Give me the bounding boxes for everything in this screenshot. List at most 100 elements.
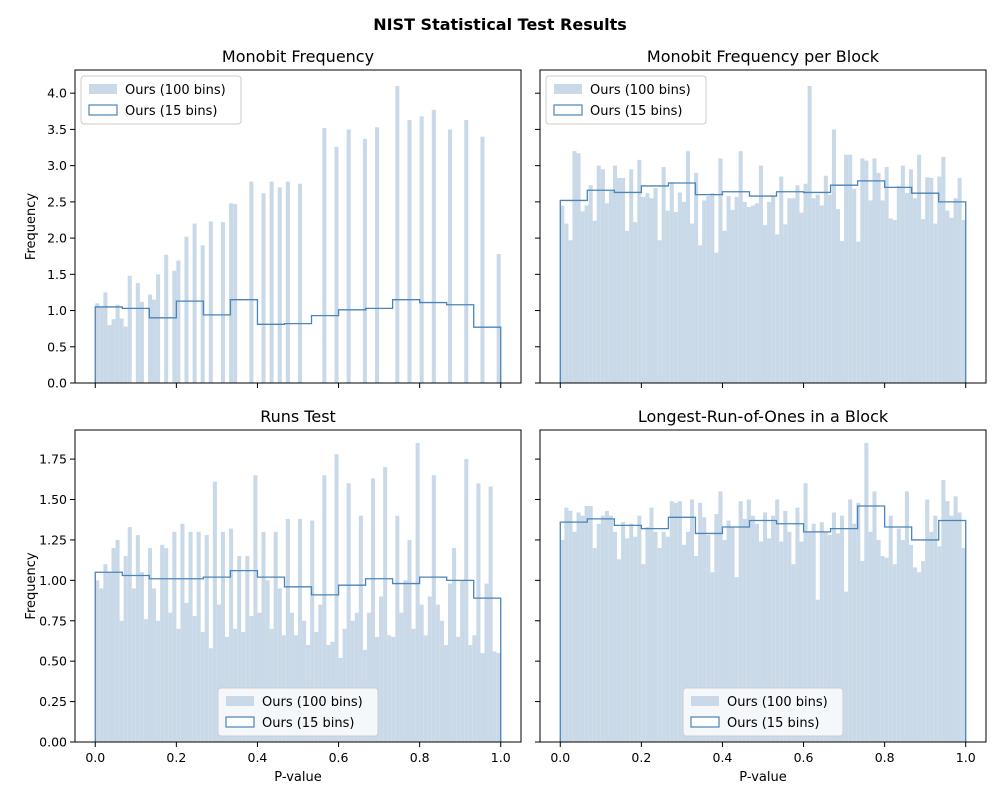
histogram-bar [771, 196, 776, 383]
y-tick-label: 0.5 [47, 339, 67, 354]
histogram-bar [746, 499, 751, 742]
histogram-bar [787, 531, 792, 742]
legend: Ours (100 bins) Ours (15 bins) [545, 75, 707, 125]
histogram-bar [604, 203, 609, 383]
legend-label-100-bins: Ours (100 bins) [262, 695, 363, 710]
histogram-bar [937, 176, 942, 383]
legend-swatch-15-bins [690, 716, 720, 728]
histogram-bar [253, 475, 258, 742]
histogram-bar [900, 539, 905, 742]
axes-frame [539, 429, 987, 743]
histogram-bar [791, 564, 796, 742]
subplot-title: Monobit Frequency [222, 47, 374, 66]
histogram-bar [754, 203, 759, 383]
histogram-bar [633, 536, 638, 742]
histogram-bar [775, 499, 780, 742]
histogram-bar [584, 205, 589, 383]
histogram-bar [844, 591, 849, 742]
histogram-bar [677, 192, 682, 383]
y-tick-label: 3.5 [47, 122, 67, 137]
legend-label-100-bins: Ours (100 bins) [590, 83, 691, 98]
histogram-bar [241, 632, 246, 742]
legend-swatch-100-bins [691, 696, 719, 706]
axes-frame [74, 69, 522, 384]
histogram-bar [492, 651, 497, 742]
histogram-bar [233, 628, 238, 742]
histogram-bar [111, 548, 116, 742]
x-tick-label: 1.0 [491, 750, 511, 765]
histogram-bar [629, 169, 634, 383]
histogram-bar [827, 194, 832, 383]
subplot-grid: 0.0 0.5 1.0 1.5 2.0 2.5 3.0 3.5 4.0 Monobit Frequ… [24, 47, 987, 785]
histogram-bar [787, 198, 792, 383]
histogram-bar [702, 200, 707, 383]
histogram-bar [568, 510, 573, 742]
histogram-bar [746, 206, 751, 383]
histogram-bar [807, 85, 812, 383]
histogram-bar [176, 628, 181, 742]
histogram-bar [123, 556, 128, 742]
histogram-bar [673, 502, 678, 742]
x-tick-label: 0.4 [248, 750, 268, 765]
histogram-bar [568, 240, 573, 383]
plot-area [94, 85, 502, 383]
histogram-bar [435, 604, 440, 742]
histogram-bar [892, 564, 897, 742]
histogram-bar [681, 201, 686, 383]
histogram-bar [588, 505, 593, 742]
legend: Ours (100 bins) Ours (15 bins) [217, 687, 379, 737]
histogram-bar [277, 588, 282, 742]
y-tick-label: 1.25 [39, 532, 67, 547]
histogram-bar [395, 85, 400, 383]
histogram-bar [791, 198, 796, 383]
histogram-bar [803, 183, 808, 383]
y-tick-label: 0.50 [39, 654, 67, 669]
histogram-bar [945, 210, 950, 383]
histogram-bar [204, 535, 209, 742]
y-tick-label: 1.5 [47, 267, 67, 282]
histogram-bar [799, 541, 804, 742]
histogram-bar [576, 512, 581, 742]
legend: Ours (100 bins) Ours (15 bins) [682, 687, 844, 737]
legend-swatch-15-bins [553, 104, 583, 116]
histogram-bar [702, 517, 707, 742]
histogram-bar [103, 564, 108, 742]
histogram-bar [245, 556, 250, 742]
histogram-bar [698, 245, 703, 383]
histogram-bar [115, 539, 120, 742]
histogram-bar [763, 225, 768, 383]
histogram-bar [888, 218, 893, 383]
histogram-bar [379, 596, 384, 742]
histogram-bar [835, 533, 841, 742]
histogram-bar [564, 223, 569, 383]
histogram-bar [957, 177, 962, 383]
legend-label-100-bins: Ours (100 bins) [727, 695, 828, 710]
histogram-bar [123, 326, 128, 383]
legend-swatch-15-bins [88, 104, 118, 116]
histogram-bar [913, 567, 918, 742]
legend-swatch-100-bins [554, 84, 582, 94]
histogram-bar [612, 531, 618, 742]
histogram-bar [249, 615, 254, 742]
histogram-bar [637, 159, 642, 383]
histogram-bar [864, 160, 869, 383]
histogram-bar [111, 319, 116, 383]
histogram-bar [387, 635, 392, 742]
histogram-bar [180, 523, 185, 742]
histogram-bar [961, 548, 966, 742]
histogram-bar [346, 483, 351, 742]
histogram-bar [362, 138, 367, 383]
histogram-bar [831, 512, 836, 742]
histogram-bar [949, 515, 954, 742]
histogram-bar [265, 580, 270, 742]
histogram-bar [269, 181, 274, 383]
histogram-bar [811, 523, 816, 742]
histogram-bar [742, 518, 747, 742]
histogram-bar [188, 531, 193, 742]
histogram-bar [358, 515, 363, 742]
legend-label-100-bins: Ours (100 bins) [125, 83, 226, 98]
histogram-bar [685, 531, 691, 742]
histogram-bar [472, 635, 477, 742]
histogram-bar [669, 501, 674, 742]
histogram-bar [714, 252, 719, 383]
